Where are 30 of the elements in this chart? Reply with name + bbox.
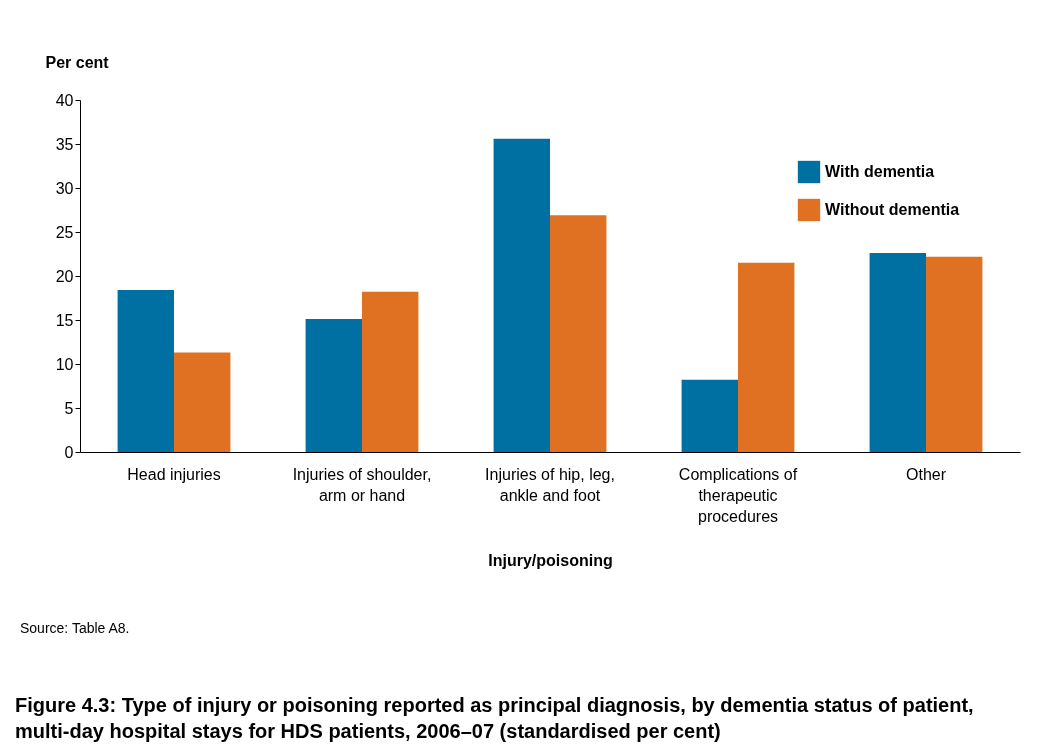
- bar: [926, 256, 983, 452]
- x-tick-label: Injuries of hip, leg, ankle and foot: [485, 465, 615, 504]
- y-tick-label: 5: [64, 399, 74, 417]
- y-tick-label: 20: [55, 267, 74, 285]
- bar: [362, 291, 419, 452]
- x-tick-label: Head injuries: [127, 465, 221, 483]
- bar: [493, 138, 550, 452]
- y-tick-label: 10: [55, 355, 74, 373]
- bar: [738, 262, 795, 452]
- legend-label: With dementia: [825, 163, 935, 180]
- bar: [305, 319, 362, 452]
- y-tick-label: 25: [55, 223, 74, 241]
- bar: [681, 379, 738, 452]
- x-axis-title: Injury/poisoning: [488, 551, 613, 569]
- bar: [117, 290, 174, 452]
- bar: [869, 253, 926, 452]
- text: Figure 4.3: Type of injury or poisoning reported as principal diagnosis, by dementia status of patient, multi-day hospital stays for HDS patients, 2006–07 (standardised per cent): [15, 694, 974, 742]
- y-tick-label: 35: [55, 135, 74, 153]
- x-tick-label: Other: [905, 465, 947, 483]
- bar: [174, 352, 231, 452]
- legend-label: Without dementia: [825, 201, 960, 218]
- bar: [550, 215, 607, 452]
- y-tick-label: 40: [55, 91, 74, 109]
- y-axis-title: Per cent: [45, 53, 110, 71]
- x-tick-label: Complications of therapeutic procedures: [678, 465, 798, 525]
- x-tick-label: Injuries of shoulder, arm or hand: [292, 465, 432, 504]
- y-tick-label: 30: [55, 179, 74, 197]
- source-note: Source: Table A8.: [20, 620, 130, 636]
- y-tick-label: 15: [55, 311, 74, 329]
- y-tick-label: 0: [64, 443, 74, 461]
